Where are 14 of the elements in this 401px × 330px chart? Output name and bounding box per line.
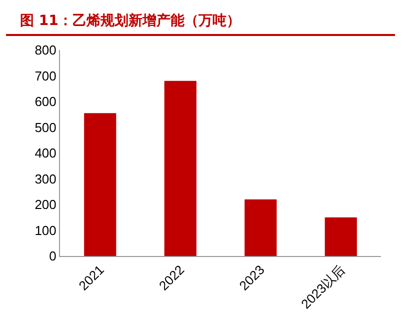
bar xyxy=(84,113,116,256)
bar xyxy=(244,199,277,256)
y-tick-label: 400 xyxy=(34,146,56,161)
y-tick-label: 0 xyxy=(49,248,56,264)
y-tick-label: 700 xyxy=(34,68,56,84)
y-tick-label: 600 xyxy=(34,94,56,110)
chart-title: 图 11：乙烯规划新增产能（万吨） xyxy=(6,0,395,36)
y-tick-label: 500 xyxy=(34,120,56,135)
y-tick-label: 800 xyxy=(34,42,56,58)
y-tick-label: 200 xyxy=(34,197,56,212)
bar xyxy=(164,80,196,256)
y-tick-label: 100 xyxy=(34,222,56,238)
bar xyxy=(324,217,357,256)
y-tick-label: 300 xyxy=(34,171,56,186)
